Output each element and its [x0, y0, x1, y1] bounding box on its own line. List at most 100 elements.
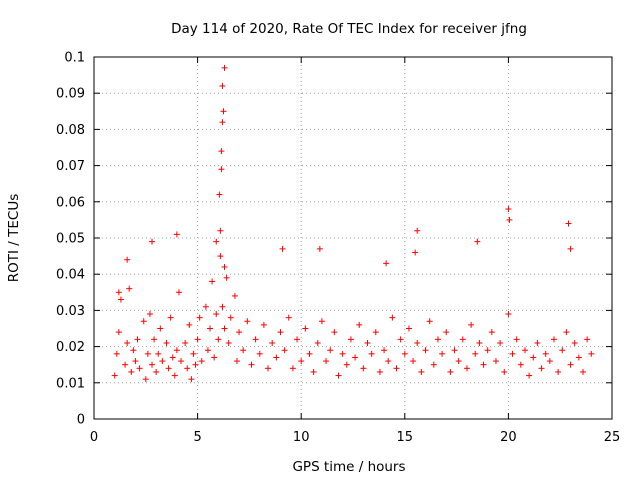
data-point [418, 368, 425, 375]
data-point [474, 238, 481, 245]
data-point [157, 325, 164, 332]
data-point [298, 358, 305, 365]
data-point [546, 358, 553, 365]
data-point [163, 339, 170, 346]
x-tick-label: 0 [90, 430, 98, 445]
y-tick-label: 0.09 [56, 87, 85, 102]
data-point [153, 368, 160, 375]
data-point [213, 311, 220, 318]
data-point [204, 347, 211, 354]
data-point [186, 321, 193, 328]
data-point [130, 347, 137, 354]
y-tick-label: 0.05 [56, 232, 85, 247]
data-point [167, 314, 174, 321]
data-point [216, 191, 223, 198]
data-point [236, 329, 243, 336]
data-point [509, 350, 516, 357]
y-tick-label: 0.03 [56, 304, 85, 319]
data-point [269, 339, 276, 346]
data-point [279, 245, 286, 252]
data-point [472, 350, 479, 357]
data-point [443, 329, 450, 336]
data-point [184, 365, 191, 372]
data-point [233, 358, 240, 365]
data-point [463, 365, 470, 372]
data-point [142, 376, 149, 383]
x-tick-label: 20 [500, 430, 517, 445]
data-point [225, 339, 232, 346]
data-point [397, 336, 404, 343]
data-point [294, 336, 301, 343]
data-point [364, 339, 371, 346]
data-point [219, 82, 226, 89]
data-point [505, 206, 512, 213]
y-tick-label: 0.06 [56, 195, 85, 210]
data-point [538, 365, 545, 372]
data-point [221, 64, 228, 71]
x-tick-label: 5 [193, 430, 201, 445]
data-point [484, 347, 491, 354]
data-point [240, 347, 247, 354]
axis-ticks: 0 5 10 15 20 25 0 0.01 0.02 0.03 0.04 0.05 0.06 0.07 0… [56, 51, 620, 446]
data-point [412, 249, 419, 256]
data-point [526, 372, 533, 379]
y-tick-label: 0.07 [56, 159, 85, 174]
data-point [381, 347, 388, 354]
data-point [217, 253, 224, 260]
data-point [343, 361, 350, 368]
data-point [401, 350, 408, 357]
data-point [182, 339, 189, 346]
data-point [323, 358, 330, 365]
data-point [571, 339, 578, 346]
data-point [314, 339, 321, 346]
data-point [575, 354, 582, 361]
data-point [555, 368, 562, 375]
data-point [151, 336, 158, 343]
chart-title: Day 114 of 2020, Rate Of TEC Index for r… [171, 21, 527, 37]
y-tick-label: 0 [77, 413, 85, 428]
data-point [327, 347, 334, 354]
data-point [231, 292, 238, 299]
data-point [567, 245, 574, 252]
data-point [559, 347, 566, 354]
data-point [219, 119, 226, 126]
data-point [579, 368, 586, 375]
data-point [124, 256, 131, 263]
data-point [173, 347, 180, 354]
data-point [218, 166, 225, 173]
data-point [356, 321, 363, 328]
data-point [501, 368, 508, 375]
data-point [422, 347, 429, 354]
data-point [209, 278, 216, 285]
data-point [376, 368, 383, 375]
data-point [175, 289, 182, 296]
data-point [383, 260, 390, 267]
data-point [277, 329, 284, 336]
data-points [111, 64, 595, 383]
data-point [117, 296, 124, 303]
data-point [459, 336, 466, 343]
data-point [368, 350, 375, 357]
data-point [218, 148, 225, 155]
y-tick-label: 0.01 [56, 376, 85, 391]
grid-lines [94, 57, 612, 419]
data-point [476, 339, 483, 346]
data-point [352, 354, 359, 361]
x-tick-label: 10 [293, 430, 310, 445]
data-point [113, 350, 120, 357]
data-point [169, 354, 176, 361]
data-point [517, 361, 524, 368]
data-point [194, 336, 201, 343]
data-point [565, 220, 572, 227]
data-point [126, 285, 133, 292]
data-point [213, 238, 220, 245]
y-tick-label: 0.1 [64, 51, 85, 66]
data-point [492, 358, 499, 365]
data-point [248, 361, 255, 368]
data-point [451, 347, 458, 354]
data-point [198, 358, 205, 365]
data-point [430, 361, 437, 368]
y-axis-label: ROTI / TECUs [6, 194, 22, 282]
data-point [124, 339, 131, 346]
x-axis-label: GPS time / hours [292, 459, 405, 475]
